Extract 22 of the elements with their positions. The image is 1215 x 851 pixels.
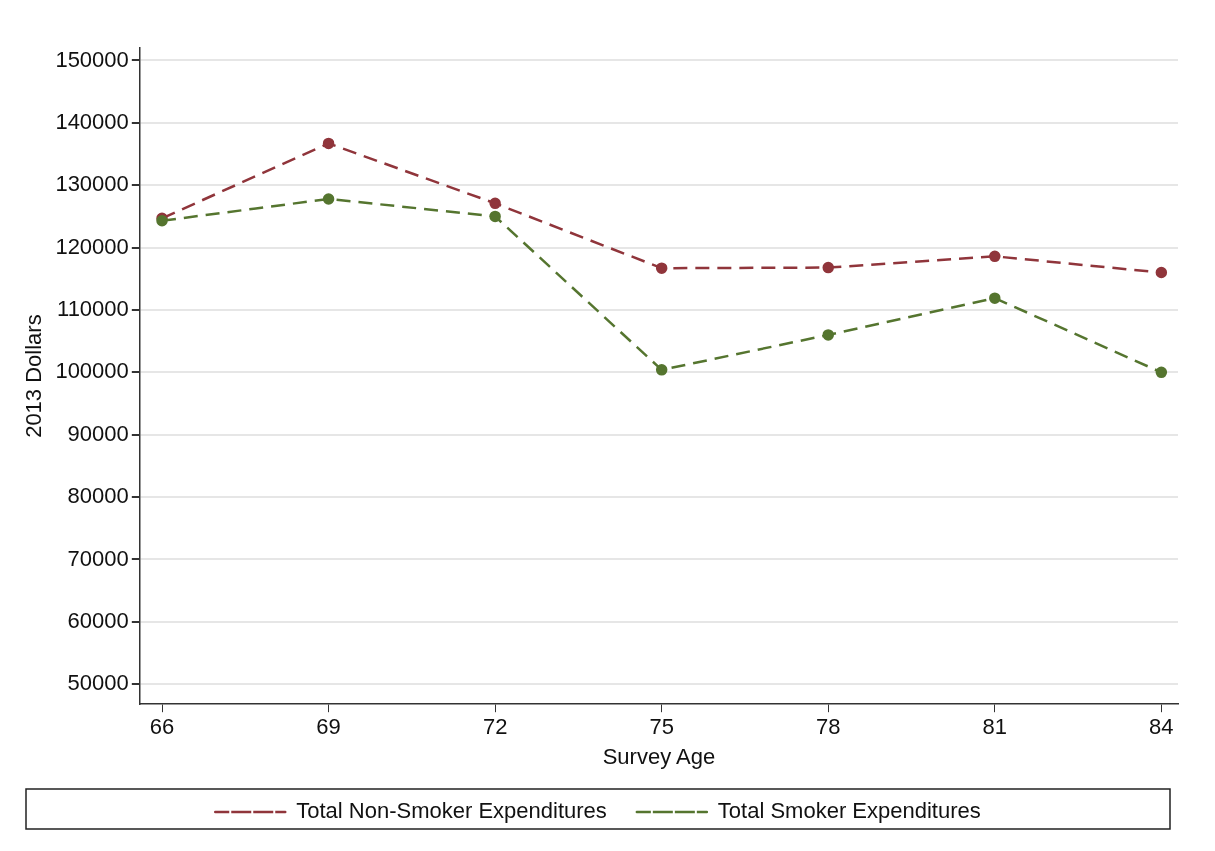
y-tick-label: 150000 — [55, 46, 129, 72]
y-tick-label: 80000 — [67, 483, 129, 509]
y-tick-label: 100000 — [55, 358, 129, 384]
y-tick-label: 60000 — [67, 607, 129, 633]
x-tick-label: 84 — [1149, 714, 1174, 740]
x-tick-label: 75 — [649, 714, 674, 740]
y-axis-title: 2013 Dollars — [21, 314, 47, 438]
x-tick-label: 72 — [482, 714, 508, 740]
y-tick-label: 140000 — [55, 108, 129, 134]
y-tick-label: 90000 — [67, 420, 129, 446]
x-axis-title: Survey Age — [602, 743, 716, 769]
y-tick-label: 50000 — [67, 670, 129, 696]
y-tick-label: 70000 — [67, 545, 129, 571]
y-tick-label: 130000 — [55, 171, 129, 197]
x-tick-label: 69 — [316, 714, 341, 740]
y-tick-label: 120000 — [55, 233, 129, 259]
x-tick-label: 66 — [149, 714, 175, 740]
legend-label: Total Non-Smoker Expenditures — [296, 798, 607, 824]
y-tick-label: 110000 — [57, 296, 129, 322]
x-tick-label: 81 — [982, 714, 1008, 740]
x-tick-label: 78 — [815, 714, 841, 740]
legend-label: Total Smoker Expenditures — [717, 798, 981, 824]
